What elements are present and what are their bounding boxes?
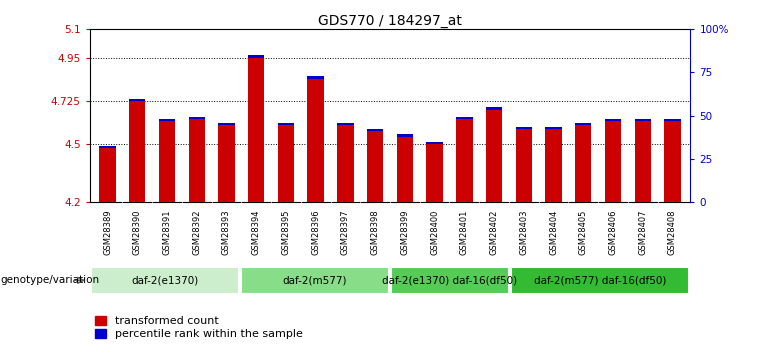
FancyBboxPatch shape bbox=[91, 267, 239, 294]
FancyBboxPatch shape bbox=[512, 267, 689, 294]
Text: GSM28392: GSM28392 bbox=[192, 209, 201, 255]
Bar bbox=[427, 142, 443, 144]
Text: daf-2(m577): daf-2(m577) bbox=[282, 275, 347, 285]
Bar bbox=[159, 119, 176, 121]
Text: GSM28391: GSM28391 bbox=[162, 209, 172, 255]
Bar bbox=[99, 146, 115, 148]
FancyBboxPatch shape bbox=[241, 267, 388, 294]
Bar bbox=[397, 134, 413, 137]
Bar bbox=[516, 129, 532, 202]
Bar bbox=[397, 137, 413, 202]
Text: GSM28397: GSM28397 bbox=[341, 209, 350, 255]
Text: GSM28401: GSM28401 bbox=[460, 209, 469, 255]
Bar bbox=[516, 127, 532, 129]
Text: GSM28400: GSM28400 bbox=[430, 209, 439, 255]
Text: GSM28399: GSM28399 bbox=[400, 209, 410, 255]
Bar bbox=[456, 119, 473, 202]
Bar bbox=[307, 77, 324, 79]
Text: GSM28404: GSM28404 bbox=[549, 209, 558, 255]
Bar bbox=[665, 119, 681, 121]
Bar bbox=[545, 129, 562, 202]
Bar bbox=[218, 125, 235, 202]
Bar bbox=[99, 148, 115, 202]
Text: GSM28389: GSM28389 bbox=[103, 209, 112, 255]
Bar bbox=[604, 121, 621, 202]
Bar bbox=[278, 123, 294, 125]
Bar bbox=[307, 79, 324, 202]
Bar bbox=[575, 125, 591, 202]
Text: GSM28408: GSM28408 bbox=[668, 209, 677, 255]
Text: GSM28406: GSM28406 bbox=[608, 209, 618, 255]
Bar bbox=[367, 131, 383, 202]
Bar bbox=[218, 123, 235, 125]
Text: genotype/variation: genotype/variation bbox=[1, 275, 100, 285]
Bar bbox=[635, 119, 651, 121]
Bar bbox=[129, 101, 145, 202]
Text: GSM28407: GSM28407 bbox=[638, 209, 647, 255]
Text: daf-2(e1370) daf-16(df50): daf-2(e1370) daf-16(df50) bbox=[382, 275, 518, 285]
Bar bbox=[367, 129, 383, 131]
Text: GSM28402: GSM28402 bbox=[490, 209, 498, 255]
Bar bbox=[545, 127, 562, 129]
Text: GSM28398: GSM28398 bbox=[370, 209, 380, 255]
Bar bbox=[248, 56, 264, 58]
Bar bbox=[337, 125, 353, 202]
Bar bbox=[337, 123, 353, 125]
Bar bbox=[486, 107, 502, 110]
Bar bbox=[189, 119, 205, 202]
Bar bbox=[665, 121, 681, 202]
Text: GSM28390: GSM28390 bbox=[133, 209, 142, 255]
Bar bbox=[486, 110, 502, 202]
Bar bbox=[456, 117, 473, 119]
Text: daf-2(e1370): daf-2(e1370) bbox=[131, 275, 198, 285]
Text: GSM28394: GSM28394 bbox=[252, 209, 261, 255]
Bar bbox=[575, 123, 591, 125]
Legend: transformed count, percentile rank within the sample: transformed count, percentile rank withi… bbox=[95, 316, 303, 339]
Bar bbox=[635, 121, 651, 202]
Text: GSM28396: GSM28396 bbox=[311, 209, 320, 255]
Text: GSM28395: GSM28395 bbox=[282, 209, 290, 255]
Bar bbox=[604, 119, 621, 121]
FancyBboxPatch shape bbox=[392, 267, 509, 294]
Bar bbox=[159, 121, 176, 202]
Text: GSM28405: GSM28405 bbox=[579, 209, 588, 255]
Bar bbox=[248, 58, 264, 202]
Bar bbox=[129, 99, 145, 101]
Text: GSM28403: GSM28403 bbox=[519, 209, 528, 255]
Bar bbox=[427, 144, 443, 202]
Bar bbox=[189, 117, 205, 119]
Text: daf-2(m577) daf-16(df50): daf-2(m577) daf-16(df50) bbox=[534, 275, 666, 285]
Title: GDS770 / 184297_at: GDS770 / 184297_at bbox=[318, 14, 462, 28]
Text: GSM28393: GSM28393 bbox=[222, 209, 231, 255]
Bar bbox=[278, 125, 294, 202]
